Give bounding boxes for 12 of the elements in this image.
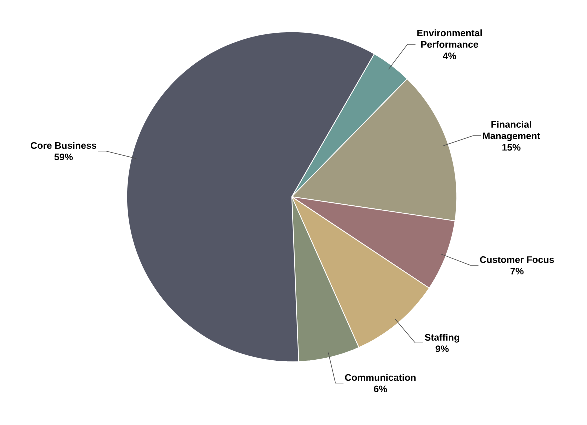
- data-label: 4%: [443, 52, 456, 60]
- data-label: 7%: [510, 268, 524, 275]
- data-label: 15%: [502, 144, 521, 151]
- slice-label: Financial Management: [483, 121, 540, 142]
- slice-label: Environmental Performance: [418, 30, 482, 48]
- data-label: 6%: [374, 386, 388, 393]
- slice-label: Customer Focus: [480, 256, 554, 264]
- data-label: 59%: [54, 154, 74, 161]
- slice-label: Staffing: [425, 334, 460, 343]
- slice-label: Communication: [345, 374, 416, 382]
- data-label: 9%: [436, 346, 449, 352]
- slice-label: Core Business: [31, 142, 97, 150]
